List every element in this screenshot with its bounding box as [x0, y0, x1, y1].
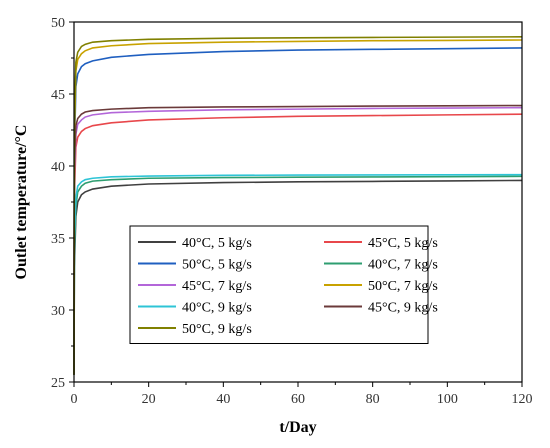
series-layer — [73, 36, 523, 375]
x-axis-title: t/Day — [279, 419, 316, 436]
x-tick-label: 100 — [437, 392, 458, 407]
y-tick-label: 45 — [51, 88, 65, 103]
y-tick-label: 40 — [51, 160, 65, 175]
axes-layer: 0 20 40 60 80 100 120 25 30 35 40 45 50 — [51, 16, 533, 407]
legend-label-5: 45°C, 7 kg/s — [182, 279, 252, 294]
series-line-8 — [73, 104, 523, 375]
x-tick-label: 80 — [366, 392, 380, 407]
x-tick-label: 60 — [291, 392, 305, 407]
y-tick-label: 50 — [51, 16, 65, 31]
series-line-7 — [73, 173, 523, 375]
legend: 40°C, 5 kg/s 45°C, 5 kg/s 50°C, 5 kg/s 40°C… — [129, 225, 438, 344]
x-tick-label: 20 — [142, 392, 156, 407]
series-line-9 — [73, 36, 523, 375]
legend-label-1: 40°C, 5 kg/s — [182, 236, 252, 251]
legend-box — [129, 225, 429, 344]
y-axis-title: Outlet temperature/°C — [13, 125, 30, 280]
x-tick-label: 0 — [71, 392, 78, 407]
legend-label-9: 50°C, 9 kg/s — [182, 322, 252, 337]
y-tick-label: 35 — [51, 232, 65, 247]
legend-label-3: 50°C, 5 kg/s — [182, 258, 252, 273]
legend-label-4: 40°C, 7 kg/s — [368, 258, 438, 273]
x-tick-label: 40 — [216, 392, 230, 407]
legend-label-2: 45°C, 5 kg/s — [368, 236, 438, 251]
legend-label-6: 50°C, 7 kg/s — [368, 279, 438, 294]
y-tick-label: 25 — [51, 376, 65, 391]
x-tick-label: 120 — [512, 392, 533, 407]
legend-label-7: 40°C, 9 kg/s — [182, 301, 252, 316]
legend-label-8: 45°C, 9 kg/s — [368, 301, 438, 316]
y-tick-label: 30 — [51, 304, 65, 319]
